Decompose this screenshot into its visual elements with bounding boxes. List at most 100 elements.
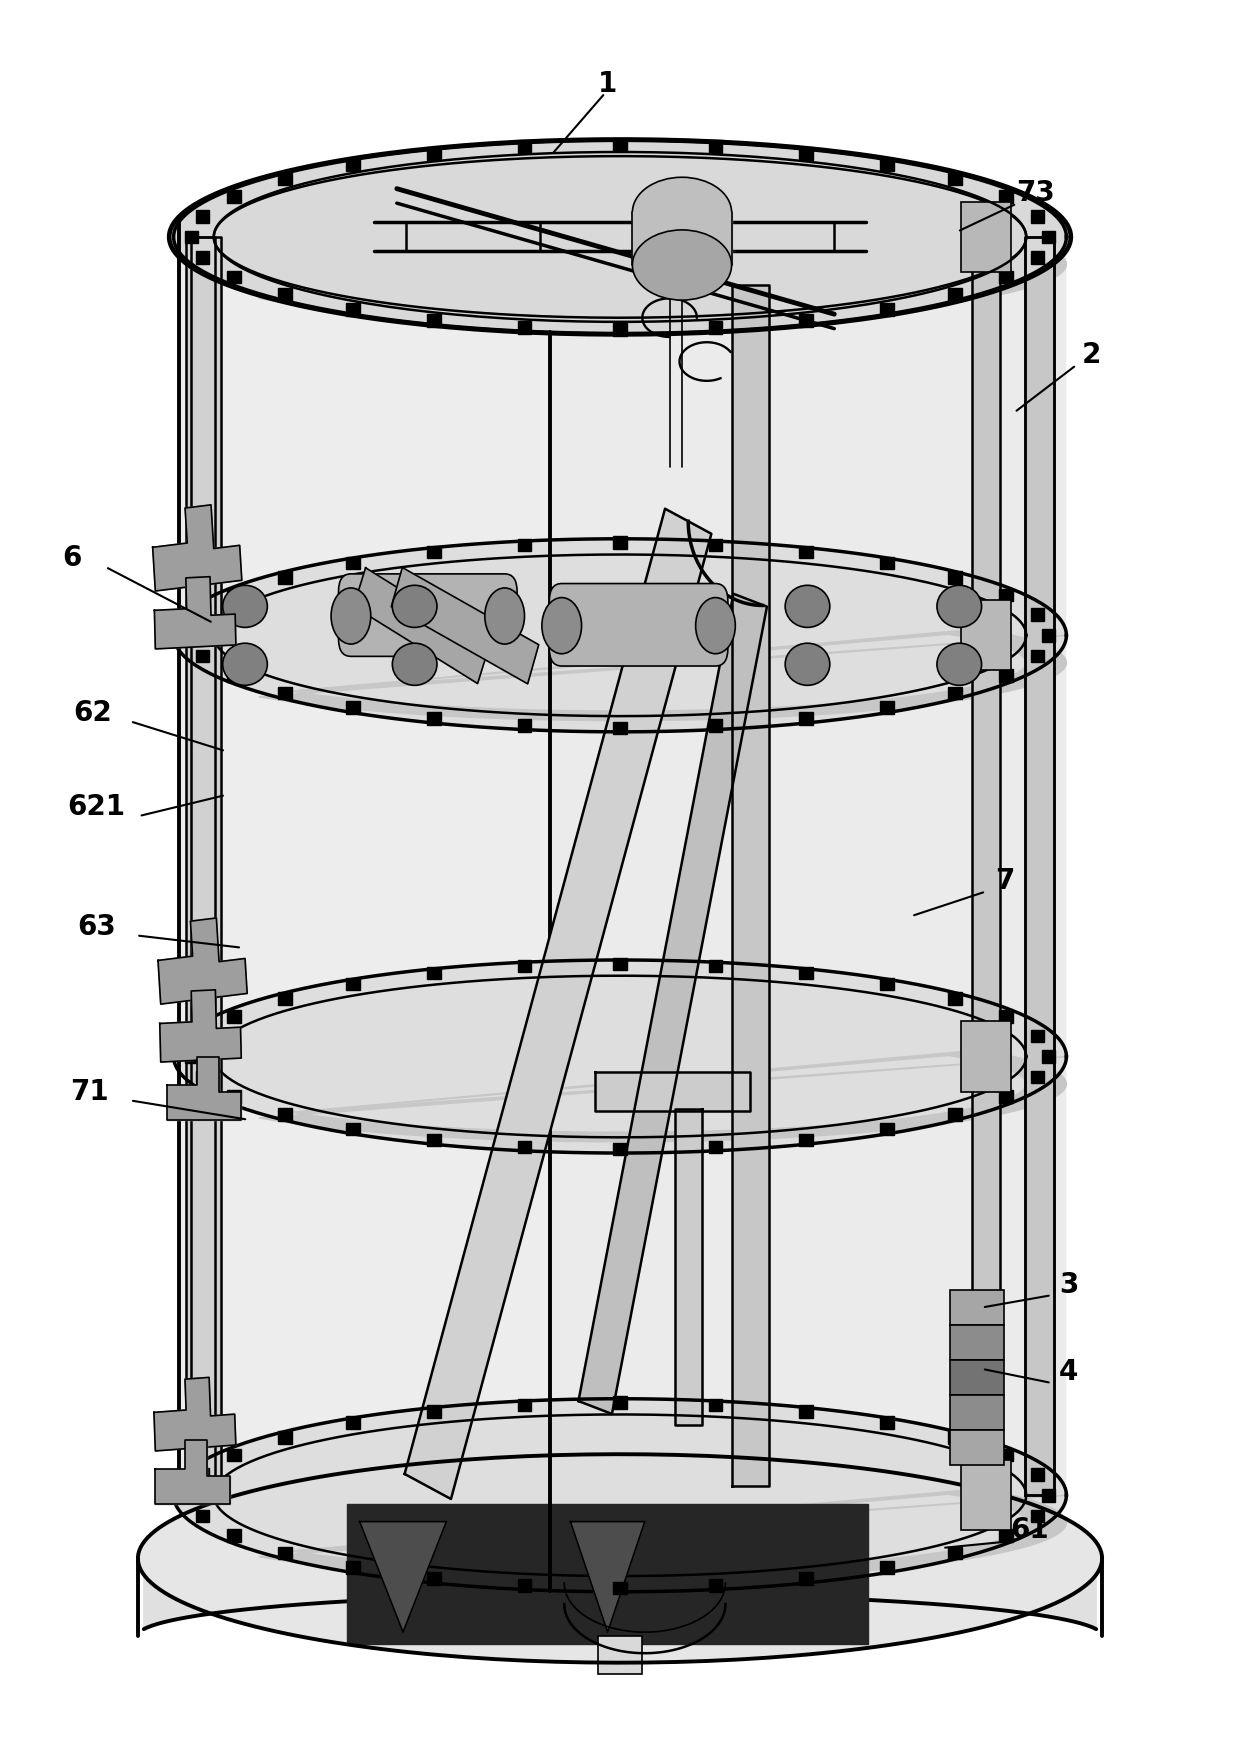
Polygon shape xyxy=(614,721,626,734)
Polygon shape xyxy=(360,1522,446,1632)
Polygon shape xyxy=(1024,237,1054,1495)
Polygon shape xyxy=(428,546,440,558)
Polygon shape xyxy=(999,1448,1013,1462)
Bar xyxy=(950,1395,1004,1430)
Polygon shape xyxy=(346,1123,360,1135)
Polygon shape xyxy=(392,567,538,684)
Polygon shape xyxy=(160,990,242,1062)
Polygon shape xyxy=(614,1143,626,1155)
Text: 7: 7 xyxy=(994,867,1014,895)
Text: 1: 1 xyxy=(598,70,618,98)
Polygon shape xyxy=(404,509,712,1499)
Polygon shape xyxy=(346,978,360,990)
Polygon shape xyxy=(227,1009,241,1023)
Polygon shape xyxy=(346,702,360,714)
Polygon shape xyxy=(880,1416,894,1429)
Polygon shape xyxy=(1042,1488,1055,1502)
Ellipse shape xyxy=(331,588,371,644)
Bar xyxy=(961,1021,1011,1092)
Polygon shape xyxy=(999,588,1013,602)
Polygon shape xyxy=(185,1488,198,1502)
Polygon shape xyxy=(1042,1049,1055,1064)
Polygon shape xyxy=(551,242,1065,1592)
Polygon shape xyxy=(153,505,242,591)
Ellipse shape xyxy=(392,586,436,628)
Polygon shape xyxy=(196,1030,208,1042)
Ellipse shape xyxy=(223,644,268,684)
Polygon shape xyxy=(880,556,894,569)
Polygon shape xyxy=(227,270,241,284)
Polygon shape xyxy=(278,1107,291,1121)
Polygon shape xyxy=(709,1399,722,1411)
Polygon shape xyxy=(518,1580,531,1592)
Polygon shape xyxy=(709,960,722,972)
Polygon shape xyxy=(999,190,1013,204)
Polygon shape xyxy=(227,1448,241,1462)
Polygon shape xyxy=(186,237,216,1495)
Polygon shape xyxy=(972,237,999,1495)
Ellipse shape xyxy=(785,586,830,628)
Polygon shape xyxy=(428,1572,440,1585)
Polygon shape xyxy=(278,1546,291,1560)
Polygon shape xyxy=(518,140,531,153)
Bar xyxy=(950,1430,1004,1465)
Polygon shape xyxy=(999,669,1013,683)
Polygon shape xyxy=(518,321,531,333)
Bar xyxy=(598,1636,642,1674)
Polygon shape xyxy=(196,609,208,621)
Polygon shape xyxy=(185,230,198,244)
Polygon shape xyxy=(800,1572,812,1585)
Polygon shape xyxy=(185,1049,198,1064)
Polygon shape xyxy=(346,1416,360,1429)
FancyBboxPatch shape xyxy=(549,584,728,667)
Polygon shape xyxy=(347,1504,868,1644)
Polygon shape xyxy=(1032,649,1044,662)
Polygon shape xyxy=(1032,1509,1044,1522)
Polygon shape xyxy=(709,539,722,551)
Polygon shape xyxy=(614,1581,626,1594)
Polygon shape xyxy=(227,1090,241,1104)
Ellipse shape xyxy=(392,644,436,684)
Polygon shape xyxy=(346,304,360,316)
Bar xyxy=(961,202,1011,272)
Polygon shape xyxy=(949,1107,962,1121)
Ellipse shape xyxy=(785,644,830,684)
Polygon shape xyxy=(518,539,531,551)
Polygon shape xyxy=(800,546,812,558)
Polygon shape xyxy=(227,190,241,204)
Ellipse shape xyxy=(937,586,982,628)
Polygon shape xyxy=(614,139,626,151)
Polygon shape xyxy=(144,1455,1096,1629)
Polygon shape xyxy=(675,1109,702,1425)
Polygon shape xyxy=(259,1488,1066,1581)
Text: 2: 2 xyxy=(1081,340,1101,369)
Polygon shape xyxy=(167,1057,242,1120)
Ellipse shape xyxy=(138,1455,1102,1662)
Polygon shape xyxy=(278,992,291,1006)
Polygon shape xyxy=(800,967,812,979)
Text: 63: 63 xyxy=(77,913,117,941)
Polygon shape xyxy=(196,1071,208,1083)
Polygon shape xyxy=(428,967,440,979)
Polygon shape xyxy=(800,147,812,160)
Polygon shape xyxy=(578,593,768,1415)
Polygon shape xyxy=(949,1546,962,1560)
Polygon shape xyxy=(800,713,812,725)
Polygon shape xyxy=(174,140,1066,333)
Polygon shape xyxy=(709,321,722,333)
Polygon shape xyxy=(570,1522,645,1632)
Polygon shape xyxy=(428,147,440,160)
Ellipse shape xyxy=(632,230,732,300)
Text: 61: 61 xyxy=(1009,1516,1049,1544)
Polygon shape xyxy=(428,1406,440,1418)
Polygon shape xyxy=(614,958,626,971)
Polygon shape xyxy=(346,158,360,170)
Polygon shape xyxy=(346,1562,360,1574)
Polygon shape xyxy=(949,992,962,1006)
Polygon shape xyxy=(880,1123,894,1135)
Polygon shape xyxy=(880,978,894,990)
Polygon shape xyxy=(428,713,440,725)
Polygon shape xyxy=(196,1509,208,1522)
Ellipse shape xyxy=(169,139,1071,335)
Polygon shape xyxy=(800,314,812,326)
